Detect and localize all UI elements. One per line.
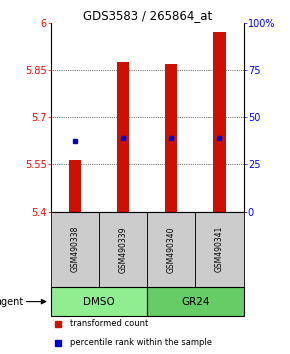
Bar — [117, 62, 129, 212]
Bar — [147, 287, 244, 316]
Bar — [147, 212, 195, 287]
Bar — [99, 212, 147, 287]
Text: DMSO: DMSO — [83, 297, 115, 307]
Bar — [51, 212, 99, 287]
Bar — [213, 33, 226, 212]
Text: GSM490338: GSM490338 — [70, 226, 79, 273]
Bar — [69, 160, 81, 212]
Bar — [165, 64, 177, 212]
Bar — [195, 212, 244, 287]
Text: GSM490341: GSM490341 — [215, 226, 224, 273]
Text: GSM490340: GSM490340 — [167, 226, 176, 273]
Text: GR24: GR24 — [181, 297, 210, 307]
Text: agent: agent — [0, 297, 24, 307]
Title: GDS3583 / 265864_at: GDS3583 / 265864_at — [83, 9, 212, 22]
Text: percentile rank within the sample: percentile rank within the sample — [70, 338, 212, 347]
Text: transformed count: transformed count — [70, 319, 148, 328]
Text: GSM490339: GSM490339 — [119, 226, 128, 273]
Bar — [51, 287, 147, 316]
